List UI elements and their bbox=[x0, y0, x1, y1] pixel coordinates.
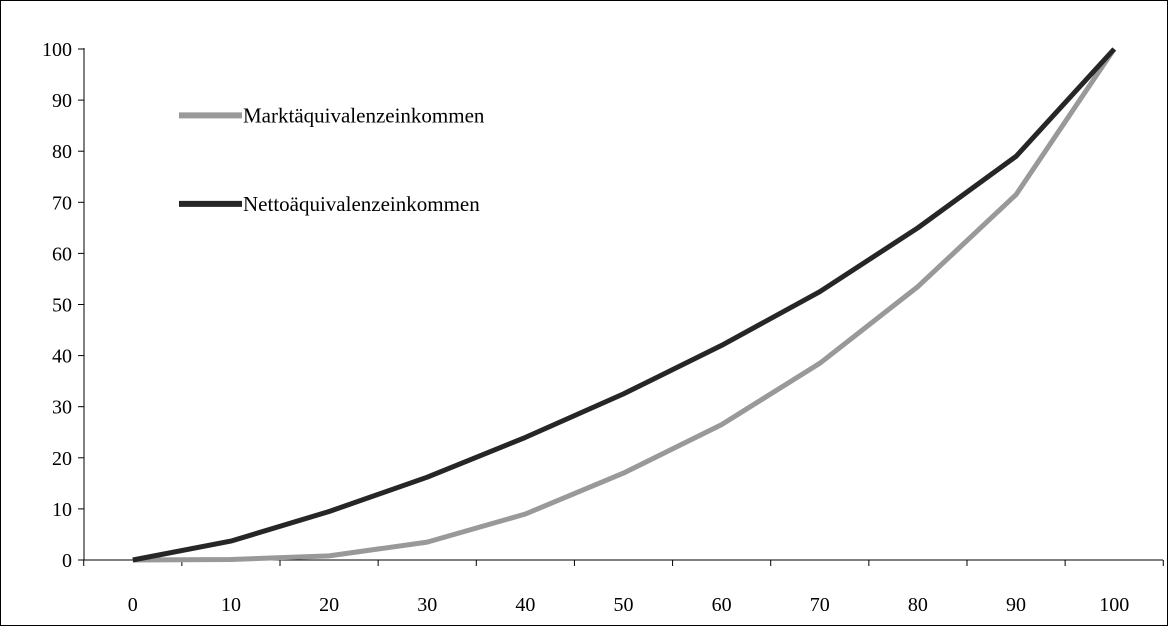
y-tick-label: 40 bbox=[52, 346, 72, 368]
x-tick-label: 20 bbox=[319, 594, 339, 616]
x-tick-label: 80 bbox=[908, 594, 928, 616]
y-tick-label: 10 bbox=[52, 499, 72, 521]
y-axis-ticks: 0 10 20 30 40 50 60 70 80 90 100 bbox=[42, 39, 84, 572]
x-tick-label: 100 bbox=[1099, 594, 1129, 616]
legend-label-2: Nettoäquivalenzeinkommen bbox=[243, 192, 480, 216]
legend-label-1: Marktäquivalenzeinkommen bbox=[243, 103, 485, 127]
y-tick-label: 20 bbox=[52, 448, 72, 470]
y-tick-label: 60 bbox=[52, 243, 72, 265]
y-tick-label: 30 bbox=[52, 397, 72, 419]
y-tick-label: 0 bbox=[62, 550, 72, 572]
y-tick-label: 70 bbox=[52, 192, 72, 214]
x-tick-label: 90 bbox=[1006, 594, 1026, 616]
series-lines bbox=[132, 47, 1117, 563]
x-tick-label: 10 bbox=[221, 594, 241, 616]
y-tick-label: 50 bbox=[52, 295, 72, 317]
x-tick-label: 50 bbox=[614, 594, 634, 616]
x-axis-ticks: 0 10 20 30 40 50 60 70 80 90 100 bbox=[83, 560, 1164, 616]
x-tick-label: 70 bbox=[810, 594, 830, 616]
series-line-2 bbox=[132, 47, 1117, 563]
x-tick-label: 40 bbox=[515, 594, 535, 616]
x-tick-label: 30 bbox=[417, 594, 437, 616]
y-tick-label: 80 bbox=[52, 141, 72, 163]
series-line-1 bbox=[132, 47, 1117, 563]
x-tick-label: 60 bbox=[712, 594, 732, 616]
y-tick-label: 100 bbox=[42, 39, 72, 61]
x-tick-label: 0 bbox=[128, 594, 138, 616]
y-tick-label: 90 bbox=[52, 90, 72, 112]
legend: Marktäquivalenzeinkommen Nettoäquivalenze… bbox=[179, 103, 485, 216]
